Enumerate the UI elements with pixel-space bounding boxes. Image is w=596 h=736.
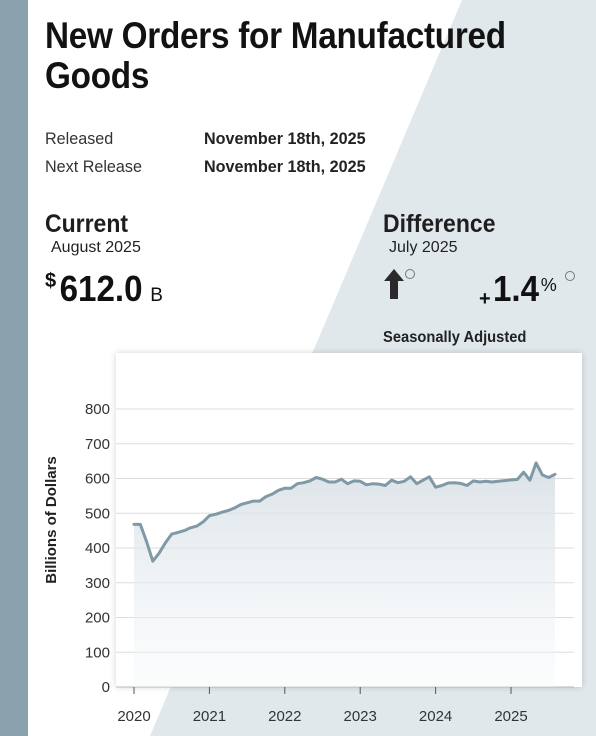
y-tick-label-0: 0 xyxy=(102,679,110,696)
difference-heading: Difference xyxy=(383,210,496,238)
x-tick-label-2022: 2022 xyxy=(268,708,301,725)
y-tick-label-700: 700 xyxy=(85,436,110,453)
y-tick-label-800: 800 xyxy=(85,401,110,418)
y-tick-label-100: 100 xyxy=(85,644,110,661)
currency-symbol: $ xyxy=(45,270,57,292)
difference-unit: % xyxy=(540,275,557,295)
next-release-value: November 18th, 2025 xyxy=(204,157,366,176)
difference-period: July 2025 xyxy=(389,239,458,256)
x-tick-label-2023: 2023 xyxy=(344,708,377,725)
difference-sign: + xyxy=(479,288,491,310)
difference-value: +1.4% xyxy=(479,268,557,310)
current-number: 612.0 xyxy=(59,268,143,309)
current-unit: B xyxy=(150,285,163,306)
y-tick-label-600: 600 xyxy=(85,471,110,488)
seasonally-adjusted-label: Seasonally Adjusted xyxy=(383,329,527,346)
y-axis-title: Billions of Dollars xyxy=(43,456,60,584)
arrow-up-icon xyxy=(384,269,404,299)
y-tick-label-400: 400 xyxy=(85,540,110,557)
series-line xyxy=(132,461,557,563)
y-tick-label-300: 300 xyxy=(85,575,110,592)
series-area-fill xyxy=(134,462,555,687)
x-tick-label-2025: 2025 xyxy=(494,708,527,725)
y-tick-label-200: 200 xyxy=(85,610,110,627)
difference-number: 1.4 xyxy=(492,268,539,309)
current-period: August 2025 xyxy=(51,239,141,256)
x-tick-label-2020: 2020 xyxy=(117,708,150,725)
y-tick-label-500: 500 xyxy=(85,505,110,522)
current-heading: Current xyxy=(45,210,129,238)
page-title: New Orders for Manufactured Goods xyxy=(45,15,506,96)
current-value: $612.0 B xyxy=(45,268,163,310)
released-label: Released xyxy=(45,129,114,148)
x-tick-label-2024: 2024 xyxy=(419,708,452,725)
info-circle-icon-2[interactable] xyxy=(565,271,575,281)
next-release-label: Next Release xyxy=(45,157,142,176)
x-tick-label-2021: 2021 xyxy=(193,708,226,725)
left-accent-strip xyxy=(0,0,28,736)
info-circle-icon[interactable] xyxy=(405,269,415,279)
released-value: November 18th, 2025 xyxy=(204,129,366,148)
